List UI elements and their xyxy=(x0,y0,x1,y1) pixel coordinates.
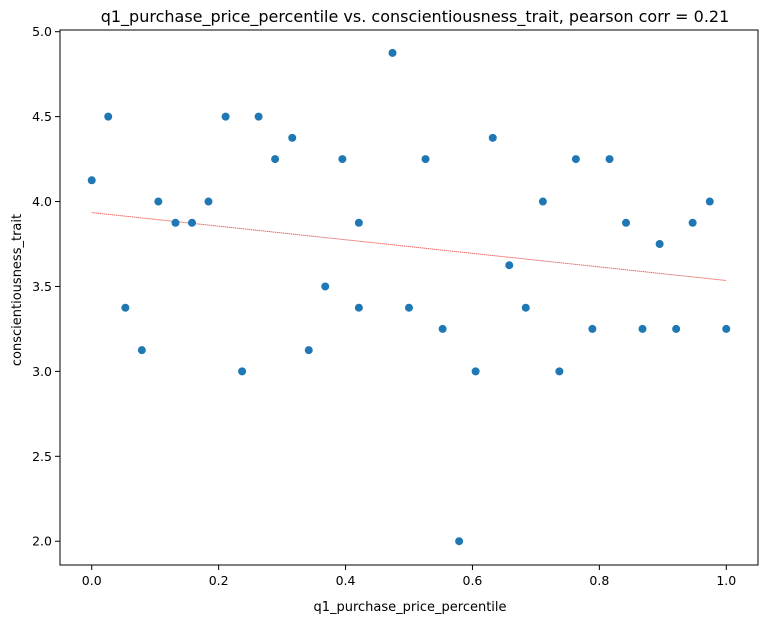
data-point xyxy=(421,155,430,164)
data-point xyxy=(321,282,330,291)
x-tick-label: 0.4 xyxy=(336,573,356,588)
plot-area xyxy=(59,29,759,566)
data-point xyxy=(705,197,714,206)
data-point xyxy=(137,346,146,355)
data-point xyxy=(271,155,280,164)
data-point xyxy=(488,133,497,142)
x-tick-label: 0.8 xyxy=(589,573,609,588)
data-point xyxy=(638,324,647,333)
x-tick-label: 1.0 xyxy=(716,573,736,588)
y-axis-ticks: 2.0 2.5 3.0 3.5 4.0 4.5 5.0 xyxy=(32,24,60,549)
data-point xyxy=(521,303,530,312)
y-tick-label: 5.0 xyxy=(32,24,52,39)
data-point xyxy=(87,176,96,185)
data-point xyxy=(187,218,196,227)
data-point xyxy=(588,324,597,333)
data-point xyxy=(571,155,580,164)
data-point xyxy=(288,133,297,142)
data-point xyxy=(672,324,681,333)
x-tick-label: 0.0 xyxy=(82,573,102,588)
data-point xyxy=(471,367,480,376)
y-axis-label: conscientiousness_trait xyxy=(10,214,25,366)
data-point xyxy=(154,197,163,206)
data-point xyxy=(655,240,664,248)
data-point xyxy=(388,48,397,57)
data-point xyxy=(238,367,247,376)
data-point xyxy=(171,218,180,227)
x-tick-label: 0.2 xyxy=(209,573,229,588)
data-point xyxy=(405,303,413,312)
data-point xyxy=(204,197,213,206)
data-point xyxy=(304,346,313,355)
y-tick-label: 4.0 xyxy=(32,194,52,209)
y-tick-label: 4.5 xyxy=(32,109,52,124)
data-point xyxy=(354,303,363,312)
trend-line xyxy=(91,212,727,282)
data-point xyxy=(722,324,731,333)
y-tick-label: 3.5 xyxy=(32,279,52,294)
data-points xyxy=(87,48,731,546)
data-point xyxy=(104,112,113,121)
x-tick-label: 0.6 xyxy=(463,573,483,588)
y-tick-label: 3.0 xyxy=(32,364,52,379)
y-tick-label: 2.5 xyxy=(32,449,52,464)
data-point xyxy=(555,367,564,376)
data-point xyxy=(254,112,263,121)
data-point xyxy=(505,261,514,270)
data-point xyxy=(455,537,464,546)
data-point xyxy=(622,218,631,227)
data-point xyxy=(221,112,230,121)
data-point xyxy=(338,155,347,164)
data-point xyxy=(605,155,614,164)
data-point xyxy=(354,218,363,227)
x-axis-label: q1_purchase_price_percentile xyxy=(313,600,506,615)
plot-frame xyxy=(59,29,759,566)
chart-title: q1_purchase_price_percentile vs. conscie… xyxy=(101,7,730,27)
x-axis-ticks: 0.0 0.2 0.4 0.6 0.8 1.0 xyxy=(82,565,736,588)
data-point xyxy=(688,218,697,227)
data-point xyxy=(438,324,447,333)
data-point xyxy=(121,303,130,312)
y-tick-label: 2.0 xyxy=(32,534,52,549)
data-point xyxy=(538,197,547,206)
